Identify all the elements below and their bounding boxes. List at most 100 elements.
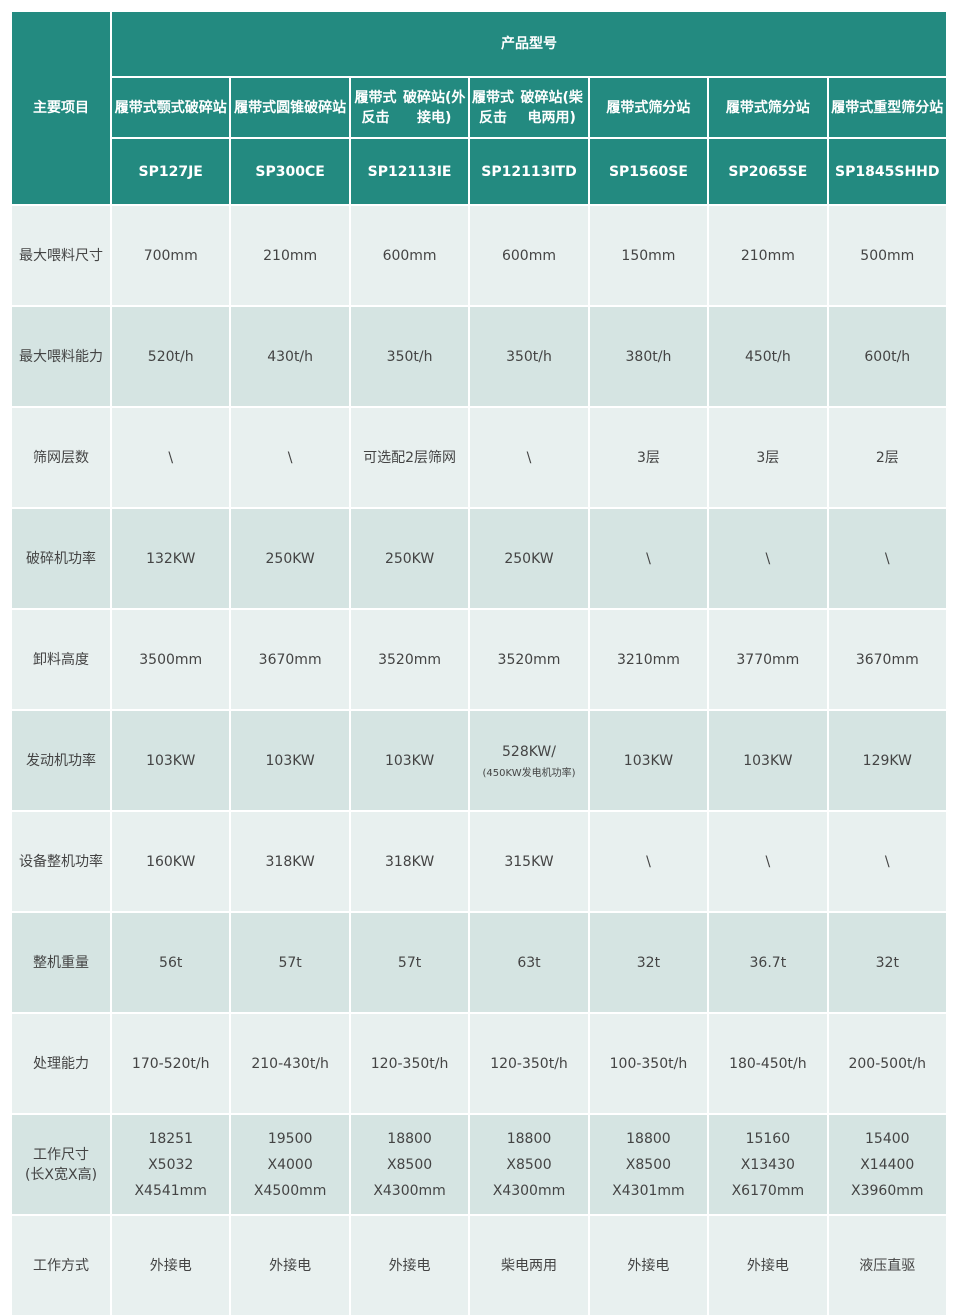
cell-text: 整机重量 [33, 954, 89, 971]
table-cell: 外接电 [709, 1216, 827, 1315]
cell-text: 318KW [384, 853, 435, 870]
cell-text: 液压直驱 [859, 1257, 916, 1274]
cell-text: SP12113ITD [481, 163, 577, 180]
table-cell: \ [589, 509, 708, 608]
row-label: 卸料高度 [12, 610, 110, 709]
table-cell: 3层 [709, 408, 827, 507]
table-cell: 32t [589, 913, 708, 1012]
table-cell: 430t/h [231, 307, 349, 406]
header-model: SP12113ITD [470, 139, 588, 204]
table-cell: 15160 X13430 X6170mm [709, 1115, 827, 1214]
cell-text: 最大喂料能力 [19, 348, 103, 365]
table-cell: 3210mm [589, 610, 708, 709]
cell-text: 210-430t/h [251, 1055, 329, 1072]
cell-text: X14400 [860, 1156, 915, 1173]
row-label: 工作尺寸 (长X宽X高) [12, 1115, 110, 1214]
table-cell: 210mm [231, 206, 349, 305]
cell-text: 3500mm [139, 651, 203, 668]
cell-text: 380t/h [625, 348, 672, 365]
cell-text: 外接电 [627, 1257, 670, 1274]
cell-text: 筛分站 [767, 99, 810, 116]
cell-text: 18800 [506, 1130, 552, 1147]
table-cell: 57t [350, 913, 469, 1012]
table-cell: 132KW [112, 509, 230, 608]
cell-text: 350t/h [386, 348, 433, 365]
cell-text: 36.7t [749, 954, 787, 971]
cell-text: 处理能力 [33, 1055, 89, 1072]
table-cell: 3670mm [231, 610, 349, 709]
cell-text: \ [765, 853, 771, 870]
cell-text: 350t/h [506, 348, 552, 365]
table-cell: 3670mm [828, 610, 946, 709]
table-cell: 318KW [350, 812, 469, 911]
cell-text: X4541mm [134, 1182, 207, 1199]
table-cell: 120-350t/h [350, 1014, 469, 1113]
cell-text: 产品型号 [501, 36, 557, 52]
cell-text: 210mm [263, 247, 318, 264]
cell-text: 120-350t/h [490, 1055, 568, 1072]
cell-text: 筛网层数 [33, 449, 89, 466]
cell-text: 450t/h [744, 348, 791, 365]
cell-text: 3670mm [258, 651, 322, 668]
cell-text: X6170mm [731, 1182, 805, 1199]
cell-text: 160KW [146, 853, 196, 870]
table-cell: 103KW [231, 711, 349, 810]
table-cell: 63t [470, 913, 588, 1012]
table-cell: 520t/h [112, 307, 230, 406]
row-label: 破碎机功率 [12, 509, 110, 608]
table-cell: 56t [112, 913, 230, 1012]
cell-text: 315KW [504, 853, 554, 870]
cell-text: SP1845SHHD [835, 163, 940, 180]
table-cell: \ [828, 812, 946, 911]
cell-text: 破碎站(柴电两用) [520, 89, 583, 126]
cell-text: 破碎站 [184, 99, 227, 116]
cell-text: 120-350t/h [370, 1055, 449, 1072]
header-model: SP1845SHHD [828, 139, 946, 204]
cell-text: 履带式 [606, 99, 649, 116]
table-cell: 19500 X4000 X4500mm [231, 1115, 349, 1214]
cell-text: 180-450t/h [729, 1055, 807, 1072]
cell-text: 200-500t/h [848, 1055, 927, 1072]
table-cell: 528KW/ (450KW发电机功率) [470, 711, 588, 810]
cell-text: 19500 [267, 1130, 313, 1147]
cell-text: 2层 [875, 449, 899, 466]
cell-text: 103KW [384, 752, 435, 769]
header-type: 履带式圆锥 破碎站 [231, 78, 349, 137]
header-type: 履带式 筛分站 [709, 78, 827, 137]
table-cell: 18800 X8500 X4300mm [350, 1115, 469, 1214]
cell-text: SP12113IE [367, 163, 452, 180]
cell-text: 18800 [387, 1130, 432, 1147]
cell-text: \ [884, 853, 890, 870]
table-cell: 150mm [589, 206, 708, 305]
row-label: 设备整机功率 [12, 812, 110, 911]
table-cell: 可选配2层筛网 [350, 408, 469, 507]
table-cell: 250KW [470, 509, 588, 608]
cell-text: 210mm [740, 247, 795, 264]
cell-text: 430t/h [267, 348, 314, 365]
spec-table: 主要项目 产品型号 履带式颚式 破碎站 SP127JE 履带式圆锥 破碎站 SP300CE 履带… [12, 12, 946, 1315]
cell-text: 18800 [626, 1130, 671, 1147]
cell-text: 150mm [621, 247, 676, 264]
cell-text: 外接电 [149, 1257, 192, 1274]
table-cell: 350t/h [350, 307, 469, 406]
row-label: 工作方式 [12, 1216, 110, 1315]
cell-text: 600mm [382, 247, 437, 264]
table-cell: 180-450t/h [709, 1014, 827, 1113]
cell-text: \ [646, 550, 651, 567]
cell-text: 3770mm [736, 651, 800, 668]
header-type: 履带式 筛分站 [589, 78, 708, 137]
cell-text: 破碎站 [304, 99, 347, 116]
table-cell: 18800 X8500 X4300mm [470, 1115, 588, 1214]
cell-text: 600mm [501, 247, 556, 264]
cell-text: X4300mm [373, 1182, 446, 1199]
table-cell: 32t [828, 913, 946, 1012]
table-cell: 250KW [350, 509, 469, 608]
cell-text: 170-520t/h [131, 1055, 210, 1072]
table-cell: \ [709, 509, 827, 608]
table-cell: 350t/h [470, 307, 588, 406]
cell-text: 15400 [865, 1130, 910, 1147]
cell-text: 外接电 [746, 1257, 789, 1274]
header-type: 履带式重型 筛分站 [828, 78, 946, 137]
table-cell: 200-500t/h [828, 1014, 946, 1113]
table-cell: 柴电两用 [470, 1216, 588, 1315]
